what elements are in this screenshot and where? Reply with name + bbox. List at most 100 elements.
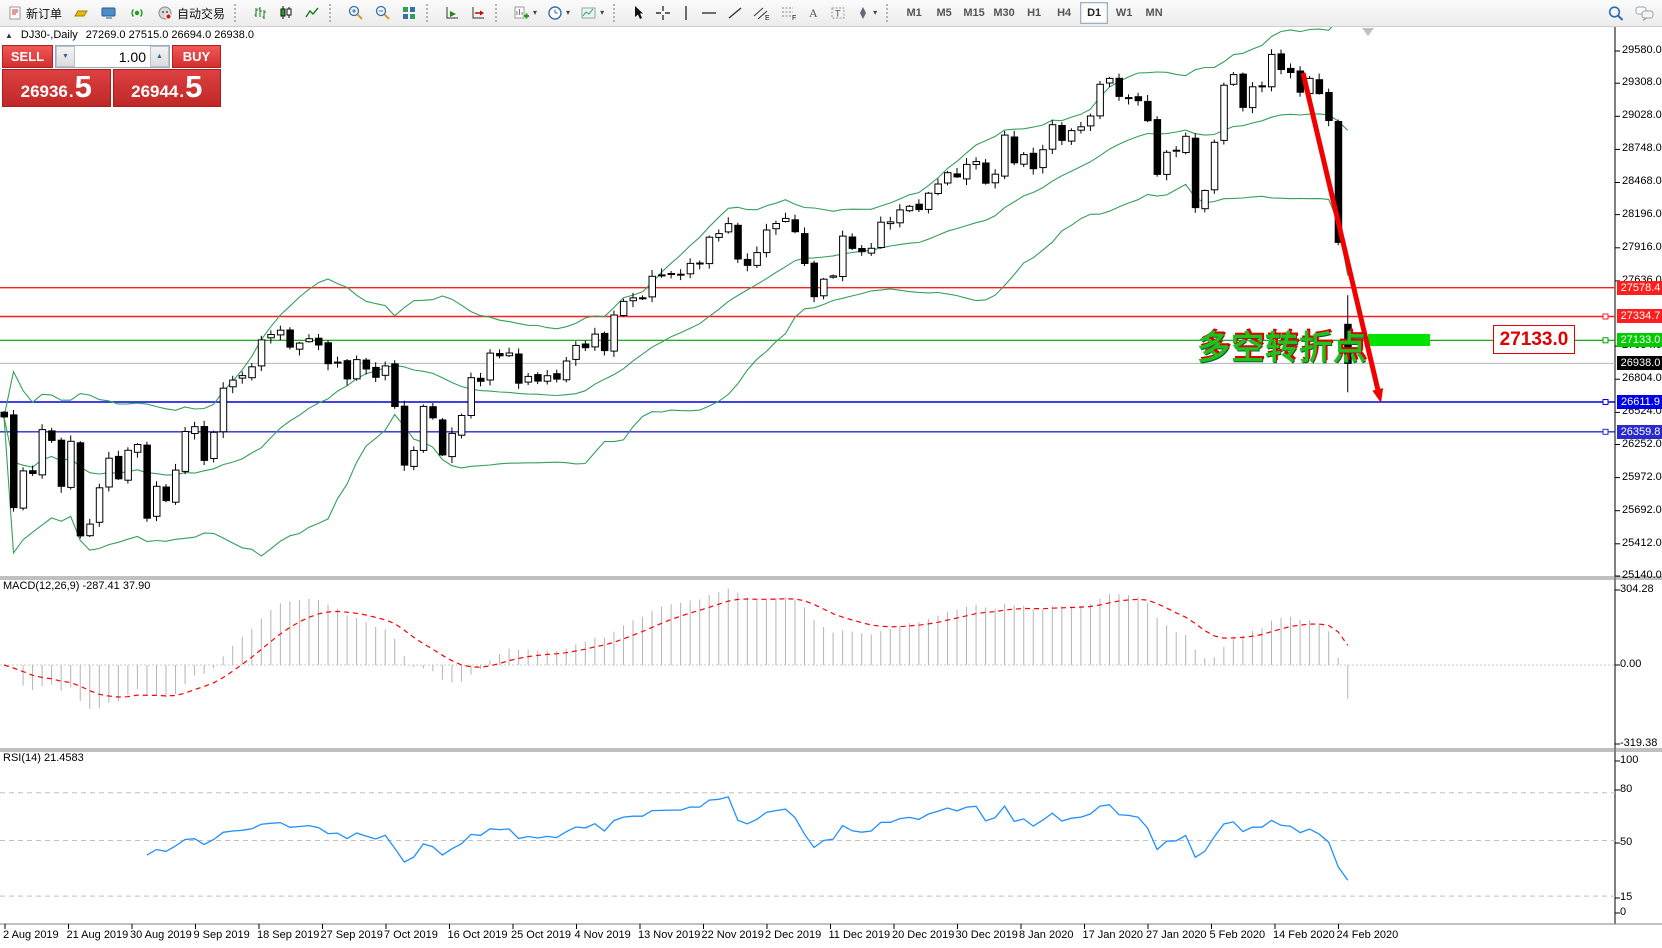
timeframe-w1[interactable]: W1 xyxy=(1115,7,1133,19)
volume-decrease-button[interactable]: ▼ xyxy=(56,46,75,67)
templates-button[interactable]: ▾ xyxy=(575,1,609,25)
zoom-out-icon xyxy=(374,5,391,21)
gold-symbol-button[interactable] xyxy=(67,1,95,25)
turning-point-annotation: 多空转折点 xyxy=(1197,329,1367,366)
trendline-icon xyxy=(727,5,743,21)
horizontal-line-button[interactable] xyxy=(696,1,722,25)
timeframe-mn[interactable]: MN xyxy=(1145,7,1163,19)
chat-button[interactable] xyxy=(1630,1,1660,25)
terminal-icon xyxy=(100,5,118,21)
svg-text:E: E xyxy=(765,15,770,21)
timeframe-m5[interactable]: M5 xyxy=(936,7,952,19)
crosshair-button[interactable] xyxy=(650,1,676,25)
crosshair-icon xyxy=(655,5,671,21)
right-tools-group xyxy=(1600,0,1662,26)
rsi-indicator-label: RSI(14) 21.4583 xyxy=(3,752,84,764)
date-tick-label: 13 Nov 2019 xyxy=(638,929,701,941)
terminal-button[interactable] xyxy=(95,1,123,25)
arrows-button[interactable]: ▾ xyxy=(851,1,882,25)
clock-icon xyxy=(547,5,563,21)
line-chart-icon xyxy=(304,5,320,21)
arrows-icon xyxy=(856,5,870,21)
cursor-icon xyxy=(631,5,645,21)
text-label-button[interactable]: T xyxy=(825,1,851,25)
autotrading-robot-icon xyxy=(156,5,174,21)
price-tick-label: 28196.0 xyxy=(1622,208,1662,220)
macd-tick-label: 304.28 xyxy=(1620,583,1654,595)
text-label-icon: T xyxy=(830,5,846,21)
buy-button[interactable]: BUY xyxy=(172,45,221,68)
sell-price-main: 26936 xyxy=(20,82,68,101)
rsi-tick-label: 15 xyxy=(1620,891,1633,903)
price-tick-label: 28468.0 xyxy=(1622,175,1662,187)
date-tick-label: 2 Aug 2019 xyxy=(3,929,59,941)
zoom-out-button[interactable] xyxy=(369,1,396,25)
date-tick-label: 4 Nov 2019 xyxy=(574,929,631,941)
bar-chart-button[interactable] xyxy=(247,1,273,25)
template-icon xyxy=(580,5,597,21)
tile-windows-button[interactable] xyxy=(396,1,422,25)
svg-text:A: A xyxy=(809,6,818,20)
vertical-line-button[interactable] xyxy=(676,1,696,25)
symbol-period-label: DJ30-,Daily xyxy=(20,29,78,41)
periods-button[interactable]: ▾ xyxy=(542,1,575,25)
volume-increase-button[interactable]: ▲ xyxy=(150,46,169,67)
price-tick-label: 27916.0 xyxy=(1622,241,1662,253)
toolbar-handle xyxy=(329,4,336,22)
chart-shift-button[interactable] xyxy=(465,1,491,25)
price-badge: 27334.7 xyxy=(1617,309,1662,323)
new-order-icon xyxy=(7,5,23,21)
new-chart-button[interactable]: ▾ xyxy=(508,1,542,25)
sell-price-display[interactable]: 26936 . 5 xyxy=(2,69,111,107)
text-tool-button[interactable]: A xyxy=(802,1,825,25)
timeframe-m15[interactable]: M15 xyxy=(963,7,985,19)
search-button[interactable] xyxy=(1602,1,1630,25)
fibonacci-button[interactable]: F xyxy=(775,1,802,25)
sell-button[interactable]: SELL xyxy=(2,45,53,68)
signal-icon xyxy=(128,5,146,21)
macd-tick-label: -319.38 xyxy=(1620,737,1658,749)
auto-scroll-icon xyxy=(444,5,460,21)
ohlc-values: 27269.0 27515.0 26694.0 26938.0 xyxy=(85,29,254,41)
volume-input[interactable]: 1.00 xyxy=(118,48,146,65)
candlestick-chart-button[interactable] xyxy=(273,1,299,25)
date-tick-label: 7 Oct 2019 xyxy=(384,929,438,941)
timeframe-d1[interactable]: D1 xyxy=(1080,2,1109,24)
collapse-triangle-icon[interactable]: ▲ xyxy=(5,30,13,40)
timeframe-m1[interactable]: M1 xyxy=(906,7,922,19)
rsi-tick-label: 100 xyxy=(1620,754,1639,766)
new-order-button[interactable]: 新订单 xyxy=(2,1,67,25)
chart-title: ▲ DJ30-,Daily 27269.0 27515.0 26694.0 26… xyxy=(5,29,254,41)
horizontal-line-icon xyxy=(701,5,717,21)
chevron-down-icon: ▾ xyxy=(873,8,878,17)
date-tick-label: 22 Nov 2019 xyxy=(701,929,764,941)
date-tick-label: 14 Feb 2020 xyxy=(1273,929,1335,941)
equidistant-channel-button[interactable]: E xyxy=(748,1,775,25)
timeframe-h1[interactable]: H1 xyxy=(1027,7,1042,19)
line-chart-button[interactable] xyxy=(299,1,325,25)
sell-price-dot: . xyxy=(68,82,74,101)
channel-icon: E xyxy=(753,5,770,21)
signal-button[interactable] xyxy=(123,1,151,25)
buy-price-display[interactable]: 26944 . 5 xyxy=(112,69,221,107)
price-badge: 26359.8 xyxy=(1617,425,1662,439)
order-group: 新订单 自动交易 xyxy=(0,0,232,26)
timeframe-group: M1 M5 M15 M30 H1 H4 D1 W1 MN xyxy=(897,0,1171,26)
trendline-button[interactable] xyxy=(722,1,748,25)
cursor-button[interactable] xyxy=(626,1,650,25)
timeframe-h4[interactable]: H4 xyxy=(1057,7,1072,19)
tile-windows-icon xyxy=(401,5,417,21)
zoom-in-button[interactable] xyxy=(342,1,369,25)
auto-scroll-button[interactable] xyxy=(439,1,465,25)
volume-box: ▼ 1.00 ▲ xyxy=(55,45,170,68)
zoom-group xyxy=(340,0,424,26)
price-tick-label: 25972.0 xyxy=(1622,471,1662,483)
date-tick-label: 5 Feb 2020 xyxy=(1209,929,1266,941)
date-tick-label: 18 Sep 2019 xyxy=(257,929,320,941)
autotrading-button[interactable]: 自动交易 xyxy=(151,1,230,25)
price-tick-label: 28748.0 xyxy=(1622,142,1662,154)
date-tick-label: 30 Dec 2019 xyxy=(955,929,1018,941)
timeframe-m30[interactable]: M30 xyxy=(993,7,1015,19)
